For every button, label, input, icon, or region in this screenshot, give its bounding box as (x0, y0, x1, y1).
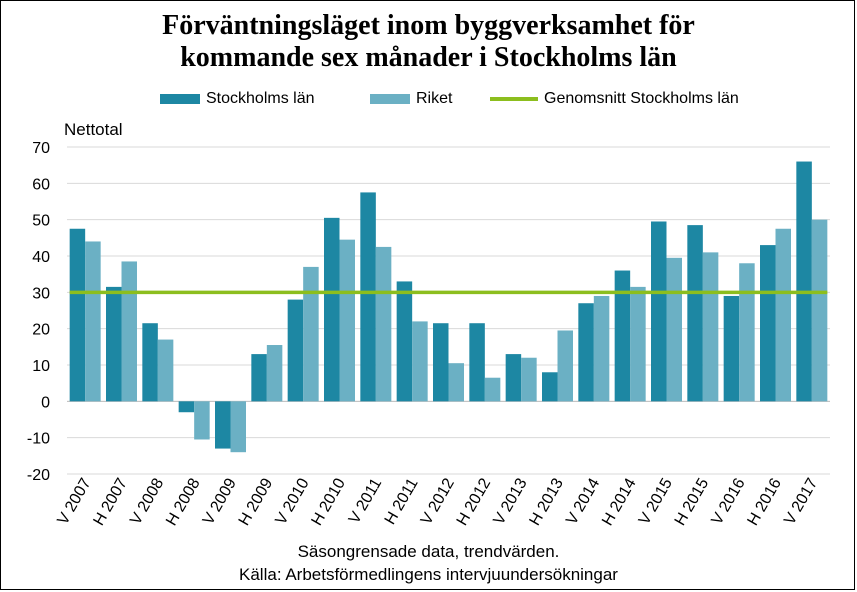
x-tick-label: H 2009 (236, 475, 277, 528)
footnote-source: Källa: Arbetsförmedlingens intervjuunder… (239, 565, 618, 584)
x-tick-label: H 2015 (672, 475, 713, 528)
legend-item-genomsnitt: Genomsnitt Stockholms län (490, 88, 739, 110)
y-axis-label: Nettotal (64, 120, 123, 139)
x-tick-label: H 2011 (382, 475, 422, 527)
bar-riket (484, 377, 501, 402)
y-tick-label: 70 (32, 140, 50, 157)
bar-riket (811, 219, 828, 402)
bar-stockholms-lan (542, 372, 558, 402)
legend-label-genomsnitt: Genomsnitt Stockholms län (544, 90, 739, 107)
bar-stockholms-lan (505, 354, 522, 402)
bar-riket (702, 252, 719, 402)
x-tick-label: H 2013 (526, 475, 567, 528)
legend-swatch-stockholms-lan (160, 94, 200, 104)
bar-riket (303, 266, 319, 402)
x-tick-label: V 2013 (491, 475, 531, 528)
y-tick-labels: -20 -10 0 10 20 30 40 50 60 70 (27, 140, 50, 484)
bar-riket (521, 357, 537, 402)
y-tick-label: 50 (32, 213, 50, 230)
bar-stockholms-lan (469, 323, 485, 402)
bar-riket (85, 241, 101, 402)
bar-stockholms-lan (287, 299, 304, 402)
legend: Stockholms län Riket Genomsnitt Stockhol… (0, 88, 857, 110)
chart-title: Förväntningsläget inom byggverksamhet fö… (0, 10, 857, 74)
bar-stockholms-lan (69, 228, 86, 402)
y-tick-label: -10 (27, 431, 50, 448)
legend-label-stockholms-lan: Stockholms län (206, 90, 315, 107)
bar-riket (375, 246, 392, 402)
legend-label-riket: Riket (416, 90, 453, 107)
bar-stockholms-lan (396, 281, 413, 402)
bar-stockholms-lan (142, 323, 158, 402)
bar-riket (412, 321, 428, 402)
y-tick-label: 20 (32, 322, 50, 339)
bar-stockholms-lan (324, 217, 340, 402)
bar-riket (157, 339, 174, 402)
legend-swatch-riket (370, 94, 410, 104)
x-tick-label: V 2011 (346, 475, 386, 526)
bar-stockholms-lan (614, 270, 631, 402)
x-tick-label: H 2010 (308, 475, 349, 528)
bar-stockholms-lan (760, 245, 776, 402)
bar-riket (666, 257, 682, 402)
bar-riket (121, 261, 137, 402)
legend-item-stockholms-lan: Stockholms län (160, 88, 315, 110)
bar-stockholms-lan (651, 221, 667, 402)
x-tick-label: V 2008 (127, 475, 167, 528)
x-tick-label: H 2016 (744, 475, 785, 528)
x-tick-label: H 2014 (599, 475, 640, 528)
bar-riket (630, 286, 646, 402)
bar-riket (266, 345, 283, 402)
bar-riket (557, 330, 573, 402)
bar-riket (739, 263, 755, 402)
y-tick-label: 10 (32, 358, 50, 375)
x-tick-label: V 2014 (563, 475, 603, 528)
bar-riket (230, 401, 246, 453)
bar-riket (448, 363, 464, 402)
bar-riket (775, 228, 791, 402)
x-tick-label: H 2012 (454, 475, 495, 528)
bar-stockholms-lan (106, 286, 122, 402)
x-tick-label: H 2007 (90, 475, 131, 528)
y-tick-label: 0 (41, 394, 50, 411)
x-tick-label: V 2010 (273, 475, 313, 528)
y-tick-label: 30 (32, 285, 50, 302)
bar-stockholms-lan (360, 192, 376, 402)
x-tick-label: V 2015 (636, 475, 676, 528)
bar-stockholms-lan (215, 401, 231, 449)
bar-stockholms-lan (687, 225, 703, 402)
bar-stockholms-lan (578, 303, 594, 402)
legend-item-riket: Riket (370, 88, 452, 110)
x-tick-label: H 2008 (163, 475, 204, 528)
x-tick-label: V 2007 (55, 475, 95, 528)
y-tick-label: -20 (27, 467, 50, 484)
x-tick-label: V 2016 (709, 475, 749, 528)
bar-riket (194, 401, 210, 440)
y-tick-label: 40 (32, 249, 50, 266)
chart-title-line2: kommande sex månader i Stockholms län (180, 42, 677, 73)
bars (69, 161, 828, 453)
bar-stockholms-lan (796, 161, 812, 402)
bar-stockholms-lan (723, 295, 740, 402)
bar-stockholms-lan (251, 354, 267, 402)
bar-stockholms-lan (178, 401, 195, 413)
x-tick-label: V 2012 (418, 475, 458, 528)
y-tick-label: 60 (32, 176, 50, 193)
footnote-method: Säsongrensade data, trendvärden. (297, 542, 560, 561)
chart-title-line1: Förväntningsläget inom byggverksamhet fö… (162, 10, 695, 41)
bar-stockholms-lan (433, 323, 449, 402)
x-tick-label: V 2009 (200, 475, 240, 528)
bar-riket (339, 239, 355, 402)
x-tick-label: V 2017 (781, 475, 821, 528)
legend-swatch-genomsnitt (490, 97, 538, 101)
bar-riket (593, 295, 610, 402)
